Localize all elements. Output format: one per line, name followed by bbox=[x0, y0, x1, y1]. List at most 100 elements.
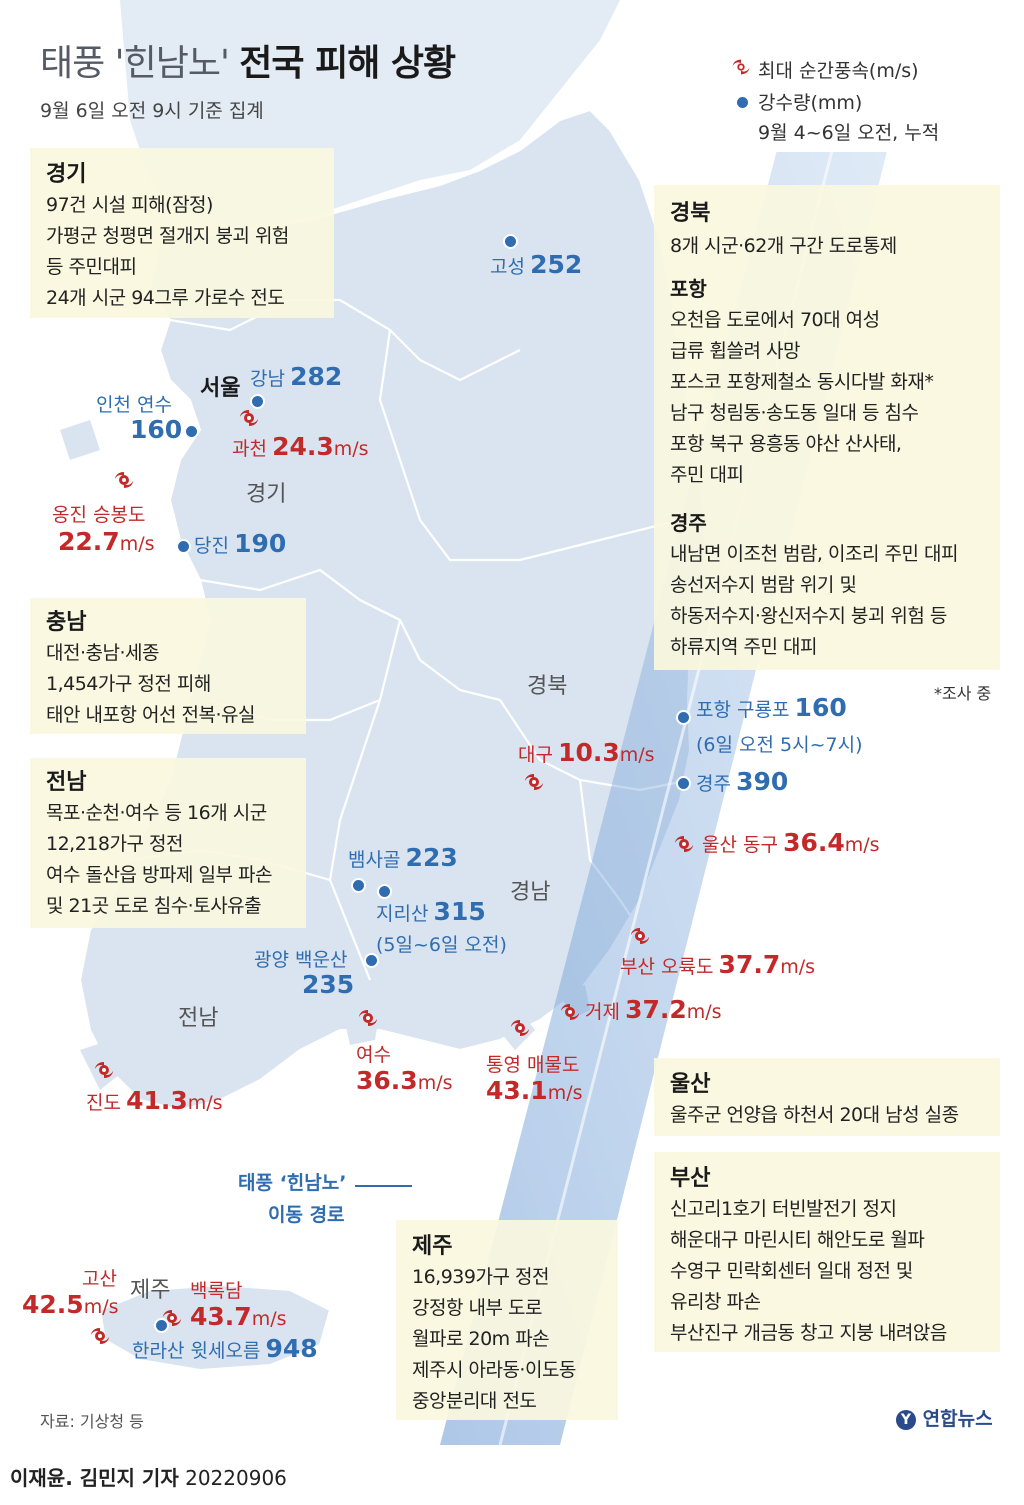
region-gyeongbuk: 경북 bbox=[527, 674, 568, 699]
jeju-island bbox=[98, 1283, 332, 1372]
rain-label-dangjin: 당진 190 bbox=[194, 529, 287, 558]
legend-rain-note: 9월 4~6일 오전, 누적 bbox=[758, 122, 940, 144]
box-line: 1,454가구 정전 피해 bbox=[46, 673, 211, 695]
wind-place-tongyeong: 통영 매물도 bbox=[486, 1054, 580, 1076]
rain-place-gwangyang: 광양 백운산 bbox=[254, 949, 348, 971]
source: 자료: 기상청 등 bbox=[40, 1412, 144, 1431]
rain-marker-goseong bbox=[503, 234, 518, 249]
wind-value-ongjin: 22.7m/s bbox=[58, 527, 155, 556]
rain-marker-incheon bbox=[184, 424, 199, 439]
typhoon-icon-ulsan bbox=[675, 836, 693, 852]
island bbox=[340, 990, 380, 1045]
rain-note-pohang: (6일 오전 5시~7시) bbox=[696, 734, 863, 756]
rain-label-hallasan: 한라산 윗세오름 948 bbox=[132, 1334, 318, 1363]
box-line: 주민 대피 bbox=[670, 464, 744, 486]
box-busan: 부산 신고리1호기 터빈발전기 정지 해운대구 마린시티 해안도로 월파 수영구… bbox=[654, 1152, 1000, 1352]
rain-marker-baemsagol bbox=[351, 878, 366, 893]
wind-label-ulsan: 울산 동구 36.4m/s bbox=[702, 828, 880, 857]
box-jeju: 제주 16,939가구 정전 강정항 내부 도로 월파로 20m 파손 제주시 … bbox=[396, 1220, 618, 1420]
box-gyeongbuk: 경북 8개 시군·62개 구간 도로통제 포항 오천읍 도로에서 70대 여성 … bbox=[654, 185, 1000, 670]
wind-value-yeosu: 36.3m/s bbox=[356, 1066, 453, 1095]
rain-label-jirisan: 지리산 315 bbox=[376, 897, 486, 926]
box-title: 경기 bbox=[46, 162, 87, 187]
box-line: 포스코 포항제철소 동시다발 화재* bbox=[670, 371, 934, 393]
box-title: 부산 bbox=[670, 1166, 711, 1191]
box-line: 태안 내포항 어선 전복·유실 bbox=[46, 704, 255, 726]
box-subtitle-pohang: 포항 bbox=[670, 277, 707, 301]
rain-dot-icon bbox=[735, 95, 750, 110]
box-line: 수영구 민락회센터 일대 정전 및 bbox=[670, 1260, 913, 1282]
wind-label-daegu: 대구 10.3m/s bbox=[518, 738, 655, 767]
rain-value-incheon: 160 bbox=[130, 415, 183, 444]
box-line: 12,218가구 정전 bbox=[46, 833, 183, 855]
region-gyeongnam: 경남 bbox=[510, 880, 551, 905]
title-prefix: 태풍 '힌남노' bbox=[40, 43, 230, 84]
title-main: 전국 피해 상황 bbox=[239, 43, 456, 84]
box-title: 충남 bbox=[46, 610, 87, 635]
rain-label-gyeongju: 경주 390 bbox=[696, 767, 789, 796]
typhoon-icon bbox=[732, 59, 750, 75]
rain-value-gwangyang: 235 bbox=[302, 970, 355, 999]
box-line: 등 주민대피 bbox=[46, 256, 137, 278]
rain-marker-gangnam bbox=[250, 394, 265, 409]
box-title: 경북 bbox=[670, 201, 711, 226]
box-line: 하동저수지·왕신저수지 붕괴 위험 등 bbox=[670, 605, 947, 627]
typhoon-icon-ongjin bbox=[115, 472, 133, 488]
box-jeonnam: 전남 목포·순천·여수 등 16개 시군 12,218가구 정전 여수 돌산읍 … bbox=[30, 758, 306, 928]
credit-line: 이재윤. 김민지 기자 20220906 bbox=[10, 1462, 287, 1491]
box-line: 월파로 20m 파손 bbox=[412, 1328, 550, 1350]
rain-place-incheon: 인천 연수 bbox=[96, 394, 172, 416]
rain-marker-gyeongju bbox=[676, 776, 691, 791]
region-gyeonggi: 경기 bbox=[246, 482, 287, 507]
box-line: 제주시 아라동·이도동 bbox=[412, 1359, 576, 1381]
box-line: 목포·순천·여수 등 16개 시군 bbox=[46, 802, 267, 824]
box-chungnam: 충남 대전·충남·세종 1,454가구 정전 피해 태안 내포항 어선 전복·유… bbox=[30, 598, 306, 734]
box-line: 오천읍 도로에서 70대 여성 bbox=[670, 309, 880, 331]
rain-marker-dangjin bbox=[176, 539, 191, 554]
box-line: 8개 시군·62개 구간 도로통제 bbox=[670, 235, 897, 257]
box-line: 및 21곳 도로 침수·토사유출 bbox=[46, 895, 262, 917]
typhoon-icon-baengnokdam bbox=[163, 1310, 181, 1326]
typhoon-icon-daegu bbox=[525, 774, 543, 790]
box-gyeonggi: 경기 97건 시설 피해(잠정) 가평군 청평면 절개지 붕괴 위험 등 주민대… bbox=[30, 148, 334, 318]
box-line: 내남면 이조천 범람, 이조리 주민 대피 bbox=[670, 543, 958, 565]
box-ulsan: 울산 울주군 언양읍 하천서 20대 남성 실종 bbox=[654, 1058, 1000, 1136]
wind-place-ongjin: 옹진 승봉도 bbox=[52, 504, 146, 526]
rain-marker-pohang bbox=[676, 710, 691, 725]
rain-marker-gwangyang bbox=[364, 953, 379, 968]
box-title: 전남 bbox=[46, 770, 87, 795]
typhoon-icon-busan bbox=[631, 928, 649, 944]
box-line: 강정항 내부 도로 bbox=[412, 1297, 542, 1319]
rain-label-baemsagol: 뱀사골 223 bbox=[348, 843, 458, 872]
typhoon-icon-jindo bbox=[95, 1062, 113, 1078]
box-line: 중앙분리대 전도 bbox=[412, 1390, 537, 1412]
typhoon-icon-geoje bbox=[561, 1004, 579, 1020]
island bbox=[490, 1010, 535, 1050]
box-line: 유리창 파손 bbox=[670, 1291, 761, 1313]
legend: 최대 순간풍속(m/s) 강수량(mm) 9월 4~6일 오전, 누적 bbox=[716, 44, 954, 152]
wind-label-busan: 부산 오륙도 37.7m/s bbox=[620, 950, 816, 979]
wind-value-gosan: 42.5m/s bbox=[22, 1290, 119, 1319]
wind-place-baengnokdam: 백록담 bbox=[190, 1280, 243, 1302]
rain-marker-hallasan bbox=[154, 1318, 169, 1333]
rain-label-goseong: 고성 252 bbox=[490, 250, 583, 279]
box-line: 여수 돌산읍 방파제 일부 파손 bbox=[46, 864, 272, 886]
wind-value-tongyeong: 43.1m/s bbox=[486, 1076, 583, 1105]
box-line: 울주군 언양읍 하천서 20대 남성 실종 bbox=[670, 1104, 959, 1126]
box-line: 급류 휩쓸려 사망 bbox=[670, 340, 800, 362]
box-line: 부산진구 개금동 창고 지붕 내려앉음 bbox=[670, 1322, 947, 1344]
logo-yonhap: Y 연합뉴스 bbox=[896, 1404, 993, 1431]
legend-wind-label: 최대 순간풍속(m/s) bbox=[758, 60, 919, 82]
box-line: 남구 청림동·송도동 일대 등 침수 bbox=[670, 402, 919, 424]
box-line: 하류지역 주민 대피 bbox=[670, 636, 817, 658]
rain-label-pohang: 포항 구룡포 160 bbox=[696, 693, 847, 722]
wind-label-jindo: 진도 41.3m/s bbox=[86, 1086, 223, 1115]
credit-author: 이재윤. 김민지 기자 bbox=[10, 1466, 179, 1490]
box-line: 송선저수지 범람 위기 및 bbox=[670, 574, 857, 596]
box-line: 신고리1호기 터빈발전기 정지 bbox=[670, 1198, 897, 1220]
rain-note-jirisan: (5일~6일 오전) bbox=[376, 934, 507, 956]
logo-icon: Y bbox=[896, 1409, 916, 1430]
credit-date: 20220906 bbox=[185, 1466, 287, 1490]
box-line: 해운대구 마린시티 해안도로 월파 bbox=[670, 1229, 925, 1251]
